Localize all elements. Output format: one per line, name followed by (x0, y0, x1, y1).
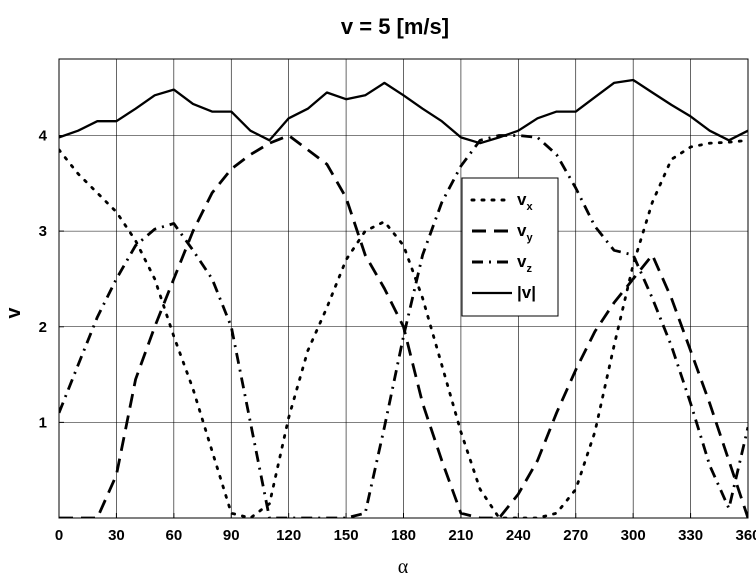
x-tick-label: 300 (621, 527, 646, 544)
x-axis-label: α (398, 556, 409, 578)
x-tick-label: 0 (55, 527, 63, 544)
legend-label: |v| (517, 283, 536, 302)
x-tick-label: 330 (678, 527, 703, 544)
series-line-vz (59, 134, 748, 518)
x-tick-label: 120 (276, 527, 301, 544)
y-tick-label: 3 (39, 223, 47, 240)
x-tick-label: 150 (334, 527, 359, 544)
x-tick-label: 240 (506, 527, 531, 544)
x-tick-label: 30 (108, 527, 125, 544)
grid-lines (58, 59, 749, 518)
series-line-vy (59, 134, 748, 518)
legend-label-subscript: y (526, 232, 533, 244)
series-layer (59, 78, 748, 518)
axis-ticks: 0 30 60 90 120 150 180 210 240 270 300 330 360 1 2 3 4 (39, 128, 756, 545)
x-tick-label: 90 (223, 527, 240, 544)
series-line-vx (59, 138, 748, 518)
y-tick-label: 2 (39, 319, 47, 336)
legend-label-subscript: z (526, 263, 532, 275)
y-tick-label: 1 (39, 414, 47, 431)
chart-title: v = 5 [m/s] (341, 14, 449, 39)
x-tick-label: 270 (563, 527, 588, 544)
legend-label-subscript: x (526, 201, 533, 213)
y-axis-label: v (3, 307, 25, 319)
x-tick-label: 180 (391, 527, 416, 544)
x-tick-label: 60 (165, 527, 182, 544)
x-tick-label: 210 (448, 527, 473, 544)
x-tick-label: 360 (735, 527, 756, 544)
series-line-speed (59, 78, 748, 145)
y-tick-label: 4 (39, 128, 48, 145)
legend-box (461, 177, 559, 317)
